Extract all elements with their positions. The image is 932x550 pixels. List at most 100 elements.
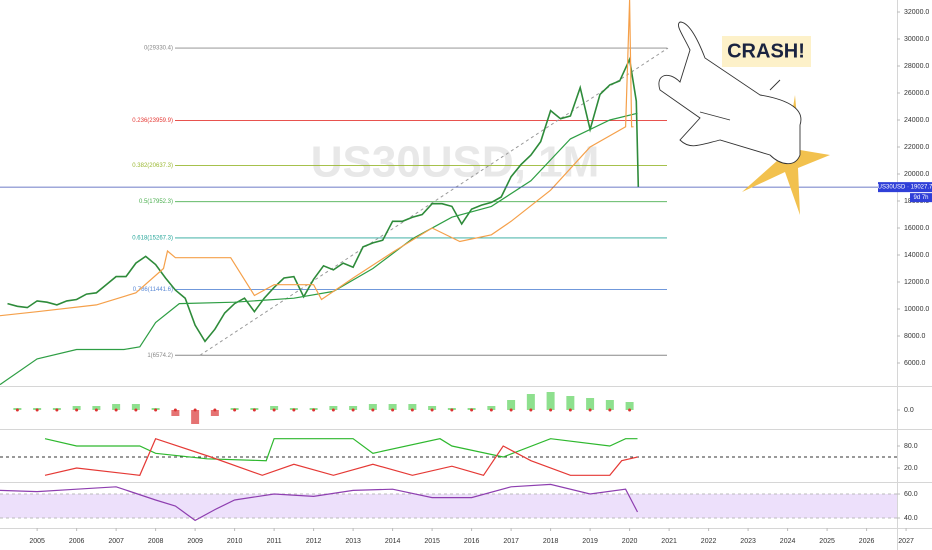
histogram-bar xyxy=(428,406,437,410)
histogram-bar xyxy=(408,404,417,410)
histogram-bar xyxy=(625,402,634,410)
histogram-bar xyxy=(210,410,219,416)
zero-dot xyxy=(173,408,177,412)
airplane xyxy=(658,21,802,165)
y-tick-label: 12000.0 xyxy=(904,279,929,286)
y-tick-label: 28000.0 xyxy=(904,63,929,70)
countdown-box xyxy=(910,193,932,203)
histogram-bar xyxy=(131,404,140,410)
x-tick-label: 2017 xyxy=(503,538,519,545)
x-tick-label: 2023 xyxy=(740,538,756,545)
x-tick-label: 2013 xyxy=(345,538,361,545)
x-tick-label: 2015 xyxy=(424,538,440,545)
watermark: US30USD, 1M xyxy=(311,138,600,187)
zero-dot xyxy=(628,408,632,412)
zero-dot xyxy=(509,408,513,412)
zero-dot xyxy=(233,408,237,412)
zero-dot xyxy=(410,408,414,412)
x-tick-label: 2016 xyxy=(464,538,480,545)
histogram-bar xyxy=(368,404,377,410)
zero-dot xyxy=(450,408,454,412)
histogram-bar xyxy=(526,394,535,410)
histogram-bar xyxy=(487,406,496,410)
histogram-bar xyxy=(507,400,516,410)
histogram-bar xyxy=(329,406,338,410)
y-tick-label: 80.0 xyxy=(904,443,918,450)
histogram-bar xyxy=(566,396,575,410)
crash-art xyxy=(658,21,830,215)
fib-label: 0.236(23959.9) xyxy=(132,118,173,124)
x-tick-label: 2026 xyxy=(859,538,875,545)
x-tick-label: 2010 xyxy=(227,538,243,545)
x-tick-label: 2014 xyxy=(385,538,401,545)
zero-dot xyxy=(568,408,572,412)
countdown-label: 9d 7h xyxy=(913,195,928,201)
histogram-bar xyxy=(388,404,397,410)
zero-dot xyxy=(252,408,256,412)
zero-dot xyxy=(154,408,158,412)
zero-dot xyxy=(272,408,276,412)
y-tick-label: 8000.0 xyxy=(904,333,926,340)
fib-label: 0.618(15267.3) xyxy=(132,235,173,241)
last-price-label: US30USD · 19027.7 xyxy=(878,185,932,191)
y-tick-label: 14000.0 xyxy=(904,252,929,259)
zero-dot xyxy=(331,408,335,412)
histogram-bar xyxy=(270,406,279,410)
fib-label: 0.786(11441.6) xyxy=(133,287,173,293)
x-tick-label: 2009 xyxy=(187,538,203,545)
x-tick-label: 2012 xyxy=(306,538,322,545)
fib-label: 0(29330.4) xyxy=(144,46,173,52)
zero-dot xyxy=(549,408,553,412)
histogram-bar xyxy=(171,410,180,416)
x-tick-label: 2021 xyxy=(661,538,677,545)
zero-dot xyxy=(213,408,217,412)
series-line xyxy=(0,483,639,522)
y-tick-label: 20.0 xyxy=(904,465,918,472)
y-tick-label: 10000.0 xyxy=(904,306,929,313)
zero-dot xyxy=(391,408,395,412)
zero-dot xyxy=(55,408,59,412)
zero-dot xyxy=(312,408,316,412)
last-price-box xyxy=(878,182,932,193)
series-line xyxy=(44,438,638,462)
y-tick-label: 16000.0 xyxy=(904,225,929,232)
zero-dot xyxy=(588,408,592,412)
zero-dot xyxy=(529,408,533,412)
series-line xyxy=(0,0,634,317)
y-tick-label: 30000.0 xyxy=(904,36,929,43)
x-tick-label: 2027 xyxy=(898,538,914,545)
histogram-bar xyxy=(72,406,81,410)
y-tick-label: 26000.0 xyxy=(904,90,929,97)
x-tick-label: 2024 xyxy=(780,538,796,545)
zero-dot xyxy=(114,408,118,412)
x-tick-label: 2008 xyxy=(148,538,164,545)
y-tick-label: 60.0 xyxy=(904,491,918,498)
zero-dot xyxy=(470,408,474,412)
zero-dot xyxy=(351,408,355,412)
y-tick-label: 32000.0 xyxy=(904,9,929,16)
y-tick-label: 24000.0 xyxy=(904,117,929,124)
x-tick-label: 2020 xyxy=(622,538,638,545)
series-line xyxy=(0,112,638,386)
x-tick-label: 2005 xyxy=(29,538,45,545)
zero-dot xyxy=(193,408,197,412)
zero-dot xyxy=(489,408,493,412)
x-tick-label: 2006 xyxy=(69,538,85,545)
histogram-bar xyxy=(586,398,595,410)
rsi-band xyxy=(0,494,897,519)
y-tick-label: 20000.0 xyxy=(904,171,929,178)
x-tick-label: 2022 xyxy=(701,538,717,545)
zero-dot xyxy=(134,408,138,412)
zero-dot xyxy=(430,408,434,412)
histogram-bar xyxy=(605,400,614,410)
x-tick-label: 2019 xyxy=(582,538,598,545)
x-tick-label: 2025 xyxy=(819,538,835,545)
fib-label: 1(6574.2) xyxy=(147,353,173,359)
fib-label: 0.382(20637.3) xyxy=(132,163,173,169)
x-tick-label: 2011 xyxy=(267,538,282,545)
x-tick-label: 2007 xyxy=(108,538,124,545)
x-tick-label: 2018 xyxy=(543,538,559,545)
series-line xyxy=(44,437,638,476)
